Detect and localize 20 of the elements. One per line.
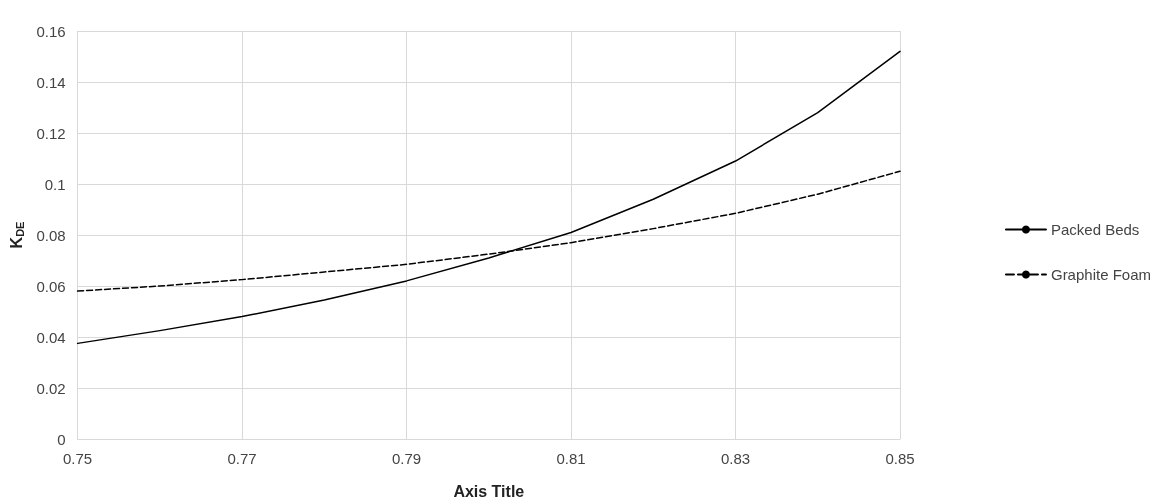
line-series <box>76 50 901 345</box>
x-tick-label: 0.77 <box>227 450 257 467</box>
y-tick-label: 0.04 <box>36 328 66 346</box>
x-axis-title: Axis Title <box>453 482 525 500</box>
y-tick-label: 0.02 <box>36 379 66 397</box>
x-tick-label: 0.83 <box>720 450 751 467</box>
x-tick-label: 0.85 <box>885 450 915 467</box>
x-tick-label: 0.81 <box>556 450 586 467</box>
x-tick-label: 0.75 <box>62 450 93 467</box>
y-tick-label: 0.12 <box>36 124 66 142</box>
y-axis-title: KDE <box>7 221 26 249</box>
legend-label: Packed Beds <box>1050 221 1140 238</box>
y-tick-label: 0.08 <box>36 226 66 244</box>
y-tick-label: 0.16 <box>36 22 66 40</box>
y-tick-label: 0.14 <box>36 73 66 91</box>
x-tick-label: 0.79 <box>391 450 422 467</box>
y-tick-label: 0.1 <box>44 175 66 193</box>
legend-label: Graphite Foam <box>1050 266 1152 283</box>
y-tick-label: 0 <box>57 430 66 448</box>
y-tick-label: 0.06 <box>36 277 66 295</box>
